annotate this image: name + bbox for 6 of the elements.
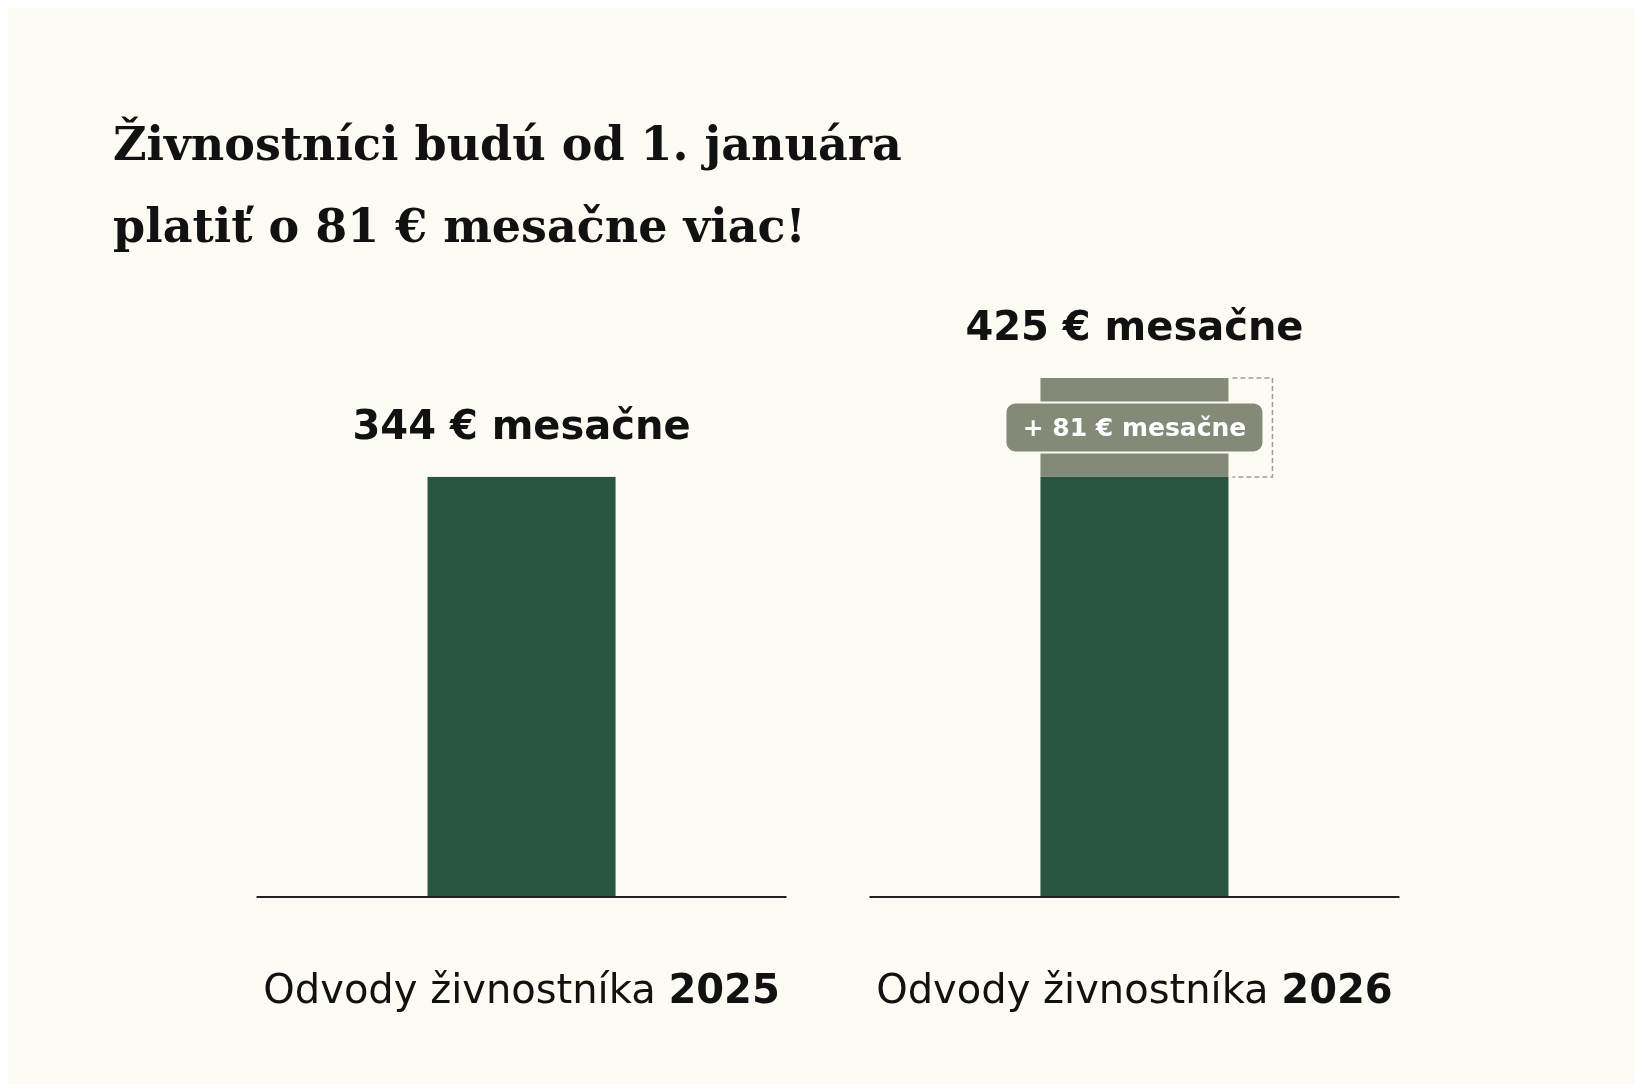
x-tick-label: Odvody živnostníka 2026	[876, 966, 1393, 1012]
chart-title: Živnostníci budú od 1. januára platiť o 81 € mesačne viac!	[113, 116, 902, 253]
data-label: + 81 € mesačne	[1022, 413, 1247, 443]
x-tick-label: Odvody živnostníka 2025	[263, 966, 780, 1012]
total-label: 425 € mesačne	[965, 303, 1304, 349]
data-label: 344 € mesačne	[352, 401, 691, 448]
